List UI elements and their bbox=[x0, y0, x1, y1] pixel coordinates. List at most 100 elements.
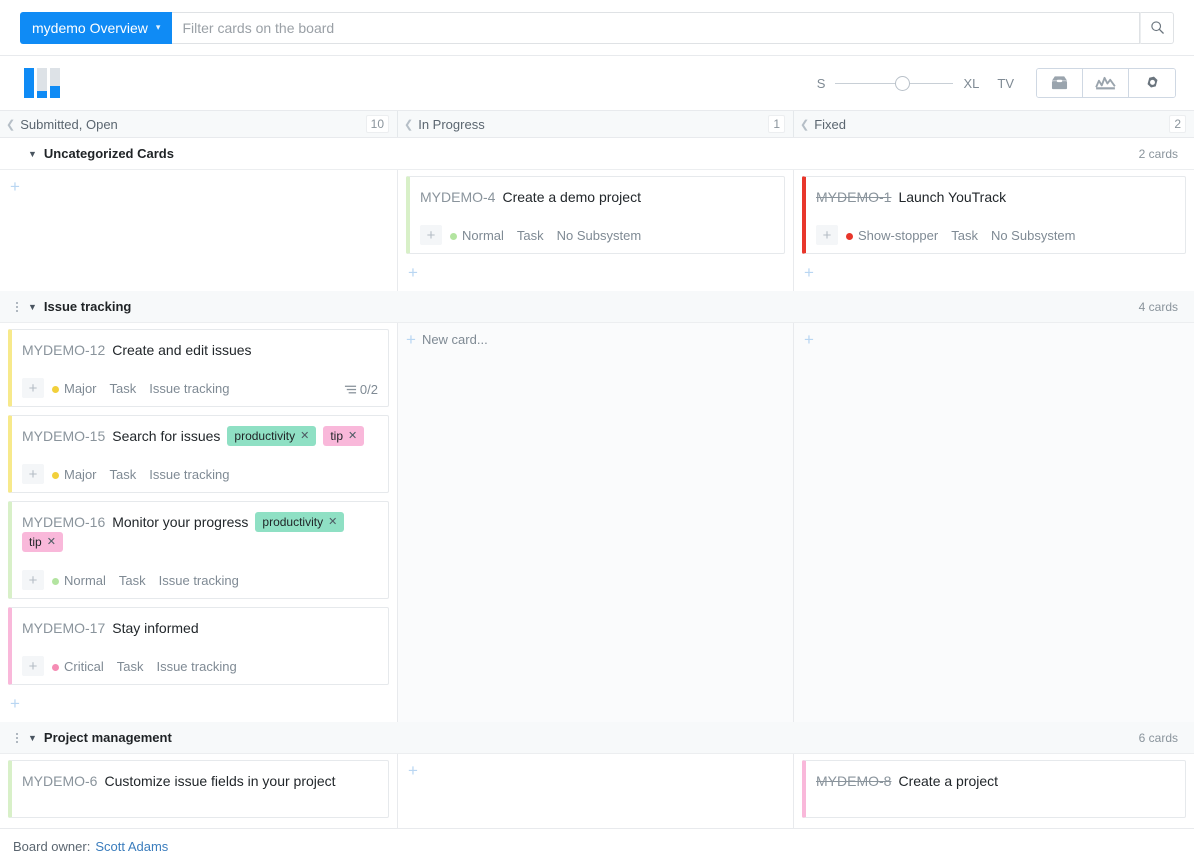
swimlane-collapse-icon[interactable]: ▼ bbox=[28, 148, 37, 159]
issue-card[interactable]: MYDEMO-16 Monitor your progress productivi… bbox=[8, 501, 389, 599]
add-field-button[interactable]: + bbox=[22, 378, 44, 398]
add-card-button[interactable]: + bbox=[408, 761, 418, 780]
card-priority[interactable]: Normal bbox=[450, 228, 504, 243]
youtrack-logo-icon bbox=[24, 68, 60, 98]
card-type[interactable]: Task bbox=[116, 658, 144, 674]
board-owner-link[interactable]: Scott Adams bbox=[95, 838, 169, 854]
card-type[interactable]: Task bbox=[109, 380, 137, 396]
card-issue-id[interactable]: MYDEMO-15 bbox=[22, 428, 106, 444]
swimlane-cell[interactable]: MYDEMO-6 Customize issue fields in your p… bbox=[0, 754, 398, 828]
add-card-button[interactable]: + bbox=[10, 694, 20, 713]
swimlane-cell[interactable]: + bbox=[794, 323, 1194, 722]
add-field-button[interactable]: + bbox=[816, 225, 838, 245]
remove-tag-icon[interactable]: ✕ bbox=[348, 430, 358, 442]
add-card-button[interactable]: + bbox=[804, 330, 814, 349]
card-title-row: MYDEMO-1 Launch YouTrack bbox=[816, 187, 1175, 207]
swimlane-cell[interactable]: + bbox=[398, 754, 794, 828]
board-selector[interactable]: mydemo Overview ▾ bbox=[20, 11, 173, 44]
add-card-button[interactable]: + bbox=[10, 177, 20, 196]
chevron-left-icon[interactable]: ❮ bbox=[6, 118, 16, 131]
issue-card[interactable]: MYDEMO-15 Search for issues productivity ✕ t… bbox=[8, 415, 389, 493]
card-tag[interactable]: productivity ✕ bbox=[255, 512, 345, 532]
card-issue-id[interactable]: MYDEMO-1 bbox=[816, 189, 892, 205]
issue-card[interactable]: MYDEMO-1 Launch YouTrack + Show-stopper Task… bbox=[802, 176, 1186, 254]
card-priority[interactable]: Critical bbox=[52, 659, 104, 674]
swimlane-collapse-icon[interactable]: ▼ bbox=[28, 732, 37, 743]
card-meta-row: + Major Task Issue tracking bbox=[22, 464, 378, 484]
swimlane-cell[interactable]: + New card... bbox=[398, 323, 794, 722]
issue-card[interactable]: MYDEMO-4 Create a demo project + Normal Task… bbox=[406, 176, 785, 254]
swimlane-menu-icon[interactable] bbox=[10, 301, 24, 312]
issue-card[interactable]: MYDEMO-17 Stay informed + Critical Task Issue… bbox=[8, 607, 389, 685]
issue-card[interactable]: MYDEMO-6 Customize issue fields in your p… bbox=[8, 760, 389, 818]
swimlane-cell[interactable]: MYDEMO-4 Create a demo project + Normal Task… bbox=[398, 170, 794, 291]
issue-card[interactable]: MYDEMO-8 Create a project bbox=[802, 760, 1186, 818]
card-issue-id[interactable]: MYDEMO-8 bbox=[816, 773, 892, 789]
remove-tag-icon[interactable]: ✕ bbox=[328, 516, 338, 528]
card-priority[interactable]: Show-stopper bbox=[846, 228, 938, 243]
card-subsystem[interactable]: No Subsystem bbox=[556, 227, 642, 243]
card-issue-id[interactable]: MYDEMO-17 bbox=[22, 620, 106, 636]
card-priority[interactable]: Major bbox=[52, 467, 97, 482]
card-tag[interactable]: tip ✕ bbox=[323, 426, 365, 446]
column-title: Fixed bbox=[814, 116, 847, 132]
column-header-submitted-open[interactable]: ❮ Submitted, Open 10 bbox=[0, 111, 398, 137]
card-size-slider[interactable] bbox=[835, 75, 954, 91]
swimlane-cell[interactable]: + bbox=[0, 170, 398, 291]
search-icon bbox=[1150, 21, 1164, 34]
chevron-left-icon[interactable]: ❮ bbox=[800, 118, 810, 131]
swimlane-collapse-icon[interactable]: ▼ bbox=[28, 301, 37, 312]
chevron-left-icon[interactable]: ❮ bbox=[404, 118, 414, 131]
priority-dot-icon bbox=[52, 471, 59, 479]
card-priority[interactable]: Major bbox=[52, 381, 97, 396]
card-tag[interactable]: tip ✕ bbox=[22, 532, 63, 552]
swimlane-header[interactable]: ▼ Issue tracking 4 cards bbox=[0, 291, 1194, 323]
card-issue-id[interactable]: MYDEMO-6 bbox=[22, 773, 98, 789]
issue-card[interactable]: MYDEMO-12 Create and edit issues + Major Tas… bbox=[8, 329, 389, 407]
column-header-in-progress[interactable]: ❮ In Progress 1 bbox=[398, 111, 794, 137]
card-issue-id[interactable]: MYDEMO-4 bbox=[420, 189, 496, 205]
search-button[interactable] bbox=[1140, 11, 1174, 44]
card-summary: Monitor your progress bbox=[112, 514, 249, 530]
card-tag[interactable]: productivity ✕ bbox=[227, 426, 317, 446]
card-subsystem[interactable]: Issue tracking bbox=[158, 572, 239, 588]
card-size-slider-handle[interactable] bbox=[895, 75, 911, 91]
card-type[interactable]: Task bbox=[118, 572, 146, 588]
add-card-button[interactable]: + bbox=[804, 263, 814, 282]
card-subsystem[interactable]: Issue tracking bbox=[149, 466, 230, 482]
swimlane-cell[interactable]: MYDEMO-8 Create a project bbox=[794, 754, 1194, 828]
remove-tag-icon[interactable]: ✕ bbox=[46, 536, 56, 548]
toolbar-right-controls: S XL TV bbox=[817, 56, 1176, 110]
add-field-button[interactable]: + bbox=[420, 225, 442, 245]
card-subsystem[interactable]: No Subsystem bbox=[990, 227, 1076, 243]
new-card-button[interactable]: + New card... bbox=[406, 329, 785, 350]
swimlane-header[interactable]: ▼ Project management 6 cards bbox=[0, 722, 1194, 754]
swimlane-cell[interactable]: MYDEMO-12 Create and edit issues + Major Tas… bbox=[0, 323, 398, 722]
card-summary: Create a project bbox=[898, 773, 999, 789]
card-issue-id[interactable]: MYDEMO-16 bbox=[22, 514, 106, 530]
add-field-button[interactable]: + bbox=[22, 656, 44, 676]
add-card-button[interactable]: + bbox=[408, 263, 418, 282]
add-field-button[interactable]: + bbox=[22, 570, 44, 590]
swimlane-card-count: 4 cards bbox=[1138, 299, 1178, 314]
swimlane-menu-icon[interactable] bbox=[10, 732, 24, 743]
card-priority[interactable]: Normal bbox=[52, 573, 106, 588]
settings-button[interactable] bbox=[1129, 69, 1175, 97]
card-type[interactable]: Task bbox=[951, 227, 978, 243]
column-header-fixed[interactable]: ❮ Fixed 2 bbox=[794, 111, 1194, 137]
swimlane-cell[interactable]: MYDEMO-1 Launch YouTrack + Show-stopper Task… bbox=[794, 170, 1194, 291]
card-subsystem[interactable]: Issue tracking bbox=[156, 658, 237, 674]
card-issue-id[interactable]: MYDEMO-12 bbox=[22, 342, 106, 358]
card-summary: Stay informed bbox=[112, 620, 199, 636]
swimlane-header[interactable]: ▼ Uncategorized Cards 2 cards bbox=[0, 138, 1194, 170]
add-field-button[interactable]: + bbox=[22, 464, 44, 484]
search-input[interactable] bbox=[172, 12, 1139, 43]
card-type[interactable]: Task bbox=[109, 466, 137, 482]
card-type[interactable]: Task bbox=[516, 227, 544, 243]
remove-tag-icon[interactable]: ✕ bbox=[300, 430, 310, 442]
tv-mode-button[interactable]: TV bbox=[997, 75, 1014, 91]
charts-button[interactable] bbox=[1083, 69, 1129, 97]
board-swimlanes[interactable]: ▼ Uncategorized Cards 2 cards + MYDEMO-4 Crea… bbox=[0, 138, 1194, 828]
card-subsystem[interactable]: Issue tracking bbox=[149, 380, 230, 396]
archive-button[interactable] bbox=[1037, 69, 1083, 97]
